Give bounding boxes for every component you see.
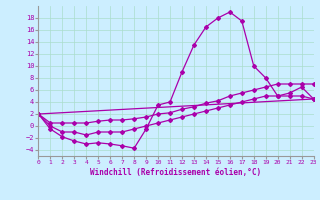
X-axis label: Windchill (Refroidissement éolien,°C): Windchill (Refroidissement éolien,°C) [91,168,261,177]
